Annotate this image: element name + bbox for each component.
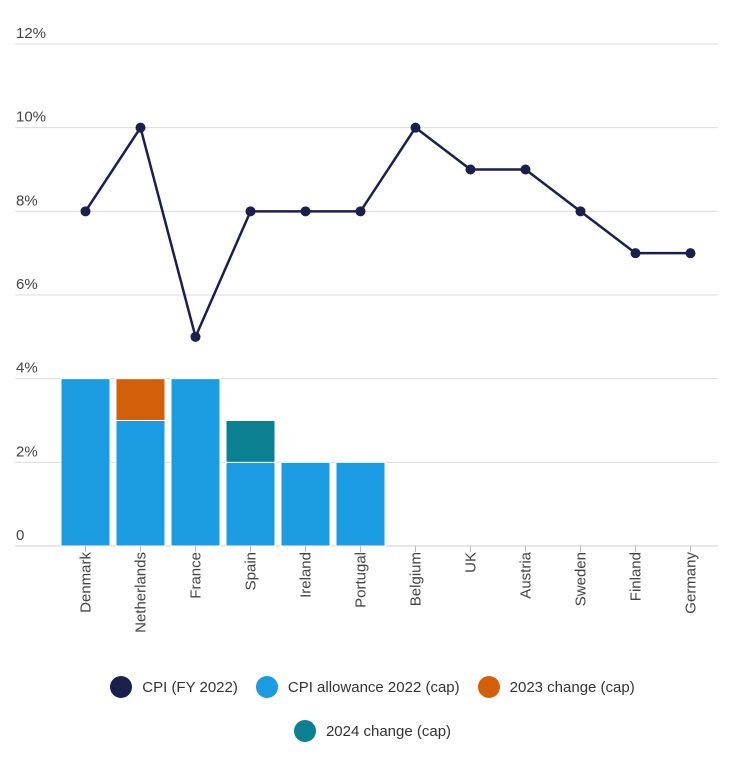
x-tick-label: Ireland bbox=[298, 552, 315, 598]
legend-item-2023-change[interactable]: 2023 change (cap) bbox=[477, 676, 635, 698]
cpi-point bbox=[630, 248, 641, 259]
x-tick-label: Denmark bbox=[78, 552, 95, 613]
legend-swatch-cpi bbox=[110, 676, 133, 698]
bar-segment bbox=[225, 420, 276, 463]
chart-svg: 0 2% 4% 6% 8% 10% 12% Denmark Netherlands France S… bbox=[15, 25, 718, 633]
y-tick-label: 6% bbox=[16, 276, 38, 293]
cpi-point bbox=[80, 206, 91, 217]
x-tick-label: Portugal bbox=[353, 552, 370, 608]
bar-segment bbox=[225, 461, 276, 547]
y-tick-label: 0 bbox=[16, 527, 24, 544]
legend-item-cpi[interactable]: CPI (FY 2022) bbox=[110, 676, 238, 698]
x-tick-label: France bbox=[188, 552, 205, 599]
cpi-point bbox=[300, 206, 311, 217]
cpi-line bbox=[84, 126, 691, 339]
bar-segment bbox=[60, 378, 111, 547]
x-tick-label: Germany bbox=[683, 552, 700, 614]
legend-swatch-2024-change bbox=[293, 720, 316, 742]
legend-row-1: CPI (FY 2022) CPI allowance 2022 (cap) 2… bbox=[0, 676, 745, 698]
legend-row-2: 2024 change (cap) bbox=[0, 720, 745, 742]
x-tick-label: Spain bbox=[243, 552, 260, 590]
y-tick-label: 10% bbox=[16, 109, 46, 126]
cpi-point bbox=[135, 122, 146, 133]
legend-item-2024-change[interactable]: 2024 change (cap) bbox=[293, 720, 452, 742]
bar-segment bbox=[170, 378, 221, 547]
x-tick-label: Netherlands bbox=[133, 552, 150, 633]
y-tick-label: 12% bbox=[16, 25, 46, 42]
x-tick-label: Belgium bbox=[408, 552, 425, 606]
y-tick-label: 4% bbox=[16, 360, 38, 377]
x-tick-label: Sweden bbox=[573, 552, 590, 606]
cpi-point bbox=[410, 122, 421, 133]
bar-segment bbox=[115, 378, 166, 421]
legend-label-cpi: CPI (FY 2022) bbox=[142, 678, 238, 696]
cpi-point bbox=[685, 248, 696, 259]
y-tick-label: 8% bbox=[16, 192, 38, 209]
x-tick-label: Austria bbox=[518, 551, 535, 598]
legend-label-2023-change: 2023 change (cap) bbox=[509, 678, 635, 696]
y-tick-label: 2% bbox=[16, 443, 38, 460]
legend-label-allowance: CPI allowance 2022 (cap) bbox=[287, 678, 460, 696]
x-tick-label: UK bbox=[463, 552, 480, 573]
legend-swatch-2023-change bbox=[477, 676, 500, 698]
cpi-point bbox=[465, 164, 476, 175]
bar-segment bbox=[115, 420, 166, 547]
cpi-point bbox=[245, 206, 256, 217]
legend-label-2024-change: 2024 change (cap) bbox=[325, 722, 452, 740]
cpi-point bbox=[520, 164, 531, 175]
bar-segment bbox=[335, 461, 386, 547]
legend-swatch-allowance bbox=[255, 676, 278, 698]
cpi-point bbox=[190, 331, 201, 342]
cpi-point bbox=[575, 206, 586, 217]
legend-item-allowance[interactable]: CPI allowance 2022 (cap) bbox=[255, 676, 460, 698]
cpi-point bbox=[355, 206, 366, 217]
bar-segment bbox=[280, 461, 331, 547]
x-tick-label: Finland bbox=[628, 552, 645, 601]
